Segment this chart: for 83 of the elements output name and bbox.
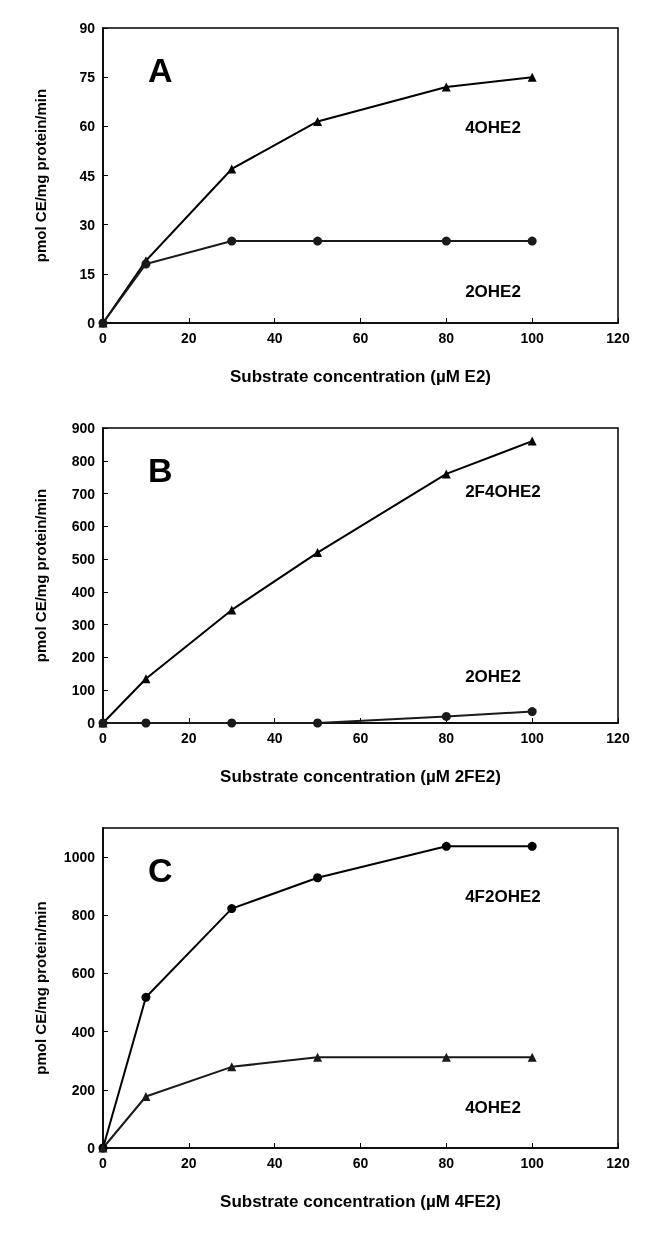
y-tick-label: 900 [71, 420, 96, 436]
point [313, 548, 323, 558]
point [313, 873, 323, 883]
y-tick-label: 500 [71, 551, 96, 568]
point [441, 236, 451, 246]
x-axis-title: Substrate concentration (µM E2) [229, 367, 492, 386]
y-tick-label: 15 [79, 265, 96, 282]
x-tick-label: 120 [606, 1155, 630, 1171]
x-tick-label: 80 [438, 1155, 455, 1171]
x-axis-title: Substrate concentration (µM 4FE2) [220, 1192, 501, 1211]
point [441, 841, 451, 851]
y-tick-label: 200 [71, 1081, 96, 1098]
x-tick-label: 20 [181, 1155, 197, 1171]
point [313, 236, 323, 246]
x-tick-label: 100 [520, 1155, 545, 1171]
point [313, 116, 323, 126]
x-axis-title: Substrate concentration (µM 2FE2) [220, 767, 501, 786]
x-tick-label: 100 [520, 730, 545, 746]
point [441, 1052, 451, 1062]
y-tick-label: 600 [71, 518, 96, 535]
x-tick-label: 40 [266, 330, 283, 346]
y-tick-label: 45 [79, 167, 96, 184]
x-tick-label: 60 [352, 1155, 369, 1171]
point [441, 82, 451, 92]
y-tick-label: 100 [71, 682, 96, 699]
y-axis-title: pmol CE/mg protein/min [32, 901, 49, 1075]
y-tick-label: 75 [79, 69, 96, 86]
y-axis-title: pmol CE/mg protein/min [32, 488, 49, 663]
y-tick-label: 0 [87, 715, 96, 731]
point [141, 718, 151, 728]
x-tick-label: 120 [606, 730, 630, 746]
x-tick-label: 0 [99, 330, 108, 346]
y-tick-label: 300 [71, 616, 96, 633]
point [141, 1092, 151, 1102]
point [227, 718, 237, 728]
point [441, 711, 451, 721]
point [527, 1052, 537, 1062]
point [313, 718, 323, 728]
x-tick-label: 60 [352, 330, 369, 346]
point [227, 904, 237, 914]
point [141, 992, 151, 1002]
point [527, 72, 537, 82]
y-tick-label: 1000 [63, 849, 96, 866]
x-tick-label: 40 [266, 1155, 283, 1171]
x-tick-label: 20 [181, 730, 197, 746]
text: 4OHE2 [465, 1097, 521, 1117]
y-tick-label: 90 [79, 20, 96, 36]
x-tick-label: 80 [438, 730, 455, 746]
y-tick-label: 800 [71, 907, 96, 924]
y-tick-label: 700 [71, 485, 96, 502]
y-tick-label: 30 [79, 216, 96, 233]
y-tick-label: 200 [71, 649, 96, 666]
x-tick-label: 0 [99, 730, 108, 746]
x-tick-label: 60 [352, 730, 369, 746]
annotation: B [148, 451, 173, 489]
x-tick-label: 120 [606, 330, 630, 346]
series-label: 4OHE2 [465, 117, 521, 137]
annotation: A [148, 51, 173, 89]
y-axis-title: pmol CE/mg protein/min [32, 88, 49, 263]
annotation: C [148, 851, 173, 889]
y-tick-label: 60 [79, 118, 96, 135]
point [527, 841, 537, 851]
point [141, 674, 151, 684]
point [527, 236, 537, 246]
text: 2OHE2 [465, 281, 521, 301]
point [227, 236, 237, 246]
y-tick-label: 600 [71, 965, 96, 982]
x-tick-label: 40 [266, 730, 283, 746]
y-tick-label: 400 [71, 1023, 96, 1040]
text: 4F2OHE2 [465, 886, 541, 906]
y-tick-label: 800 [71, 452, 96, 469]
x-tick-label: 80 [438, 330, 455, 346]
x-tick-label: 100 [520, 330, 545, 346]
y-tick-label: 0 [87, 1140, 96, 1156]
y-tick-label: 400 [71, 583, 96, 600]
point [527, 436, 537, 446]
point [313, 1052, 323, 1062]
series-label: 2OHE2 [465, 667, 521, 687]
point [527, 707, 537, 717]
x-tick-label: 20 [181, 330, 197, 346]
series-label: 2F4OHE2 [465, 481, 541, 501]
x-tick-label: 0 [99, 1155, 108, 1171]
y-tick-label: 0 [87, 315, 96, 331]
